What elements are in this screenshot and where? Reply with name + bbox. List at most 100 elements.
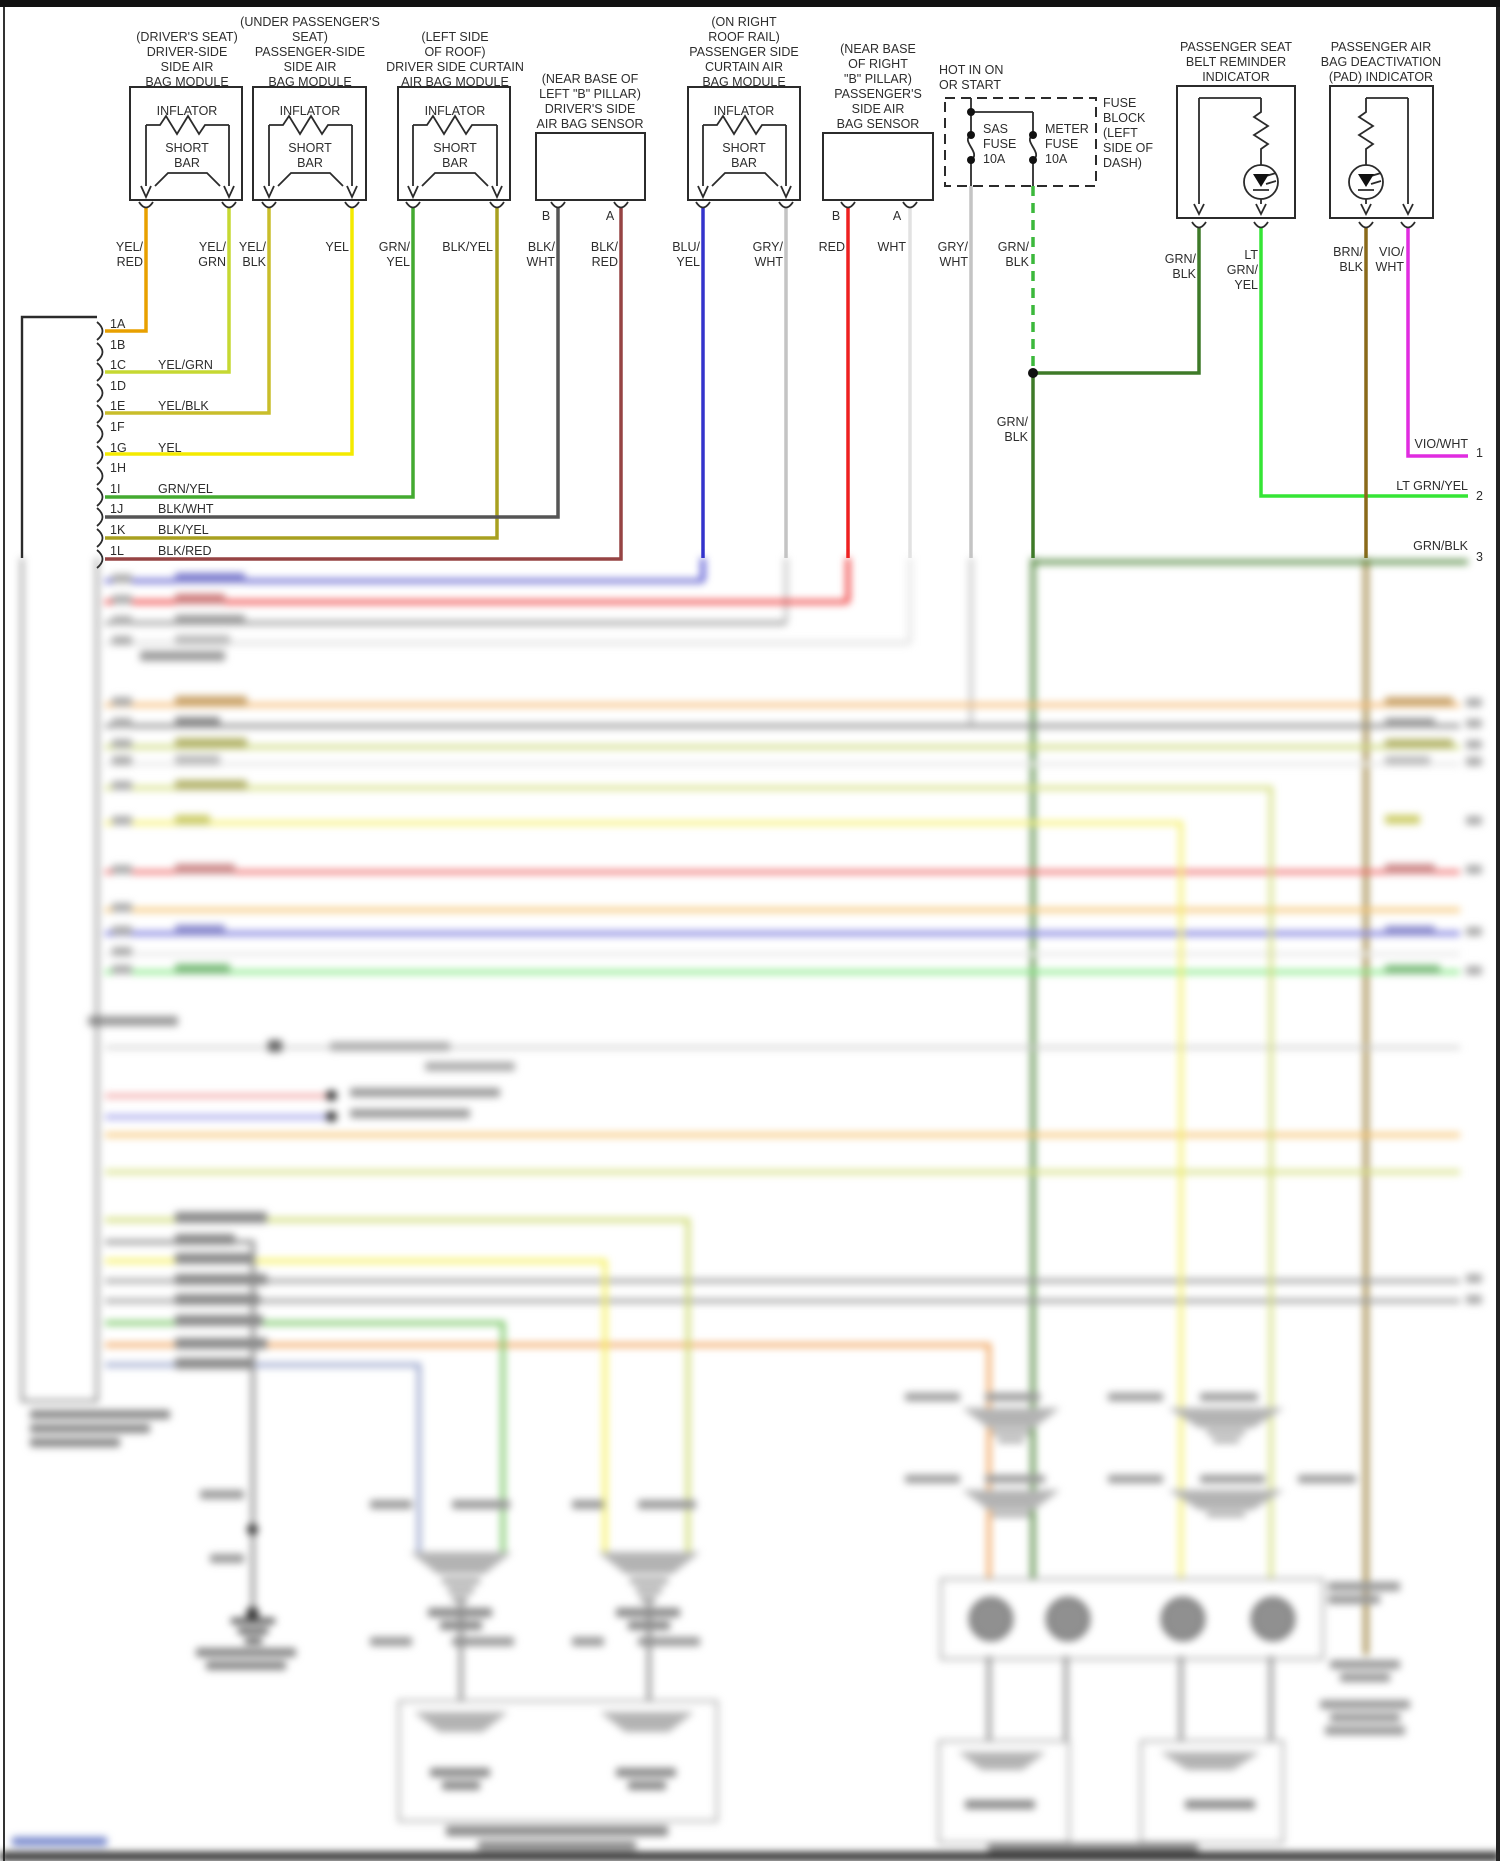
blurred-connector	[414, 1712, 508, 1732]
blurred-text	[1385, 697, 1453, 706]
blurred-connector	[636, 1587, 662, 1593]
pin-label-1i: 1I	[110, 482, 121, 496]
blurred-wire	[105, 931, 1460, 936]
component-boxes	[129, 85, 1434, 219]
blurred-text	[1340, 1673, 1390, 1682]
blurred-text	[175, 1212, 267, 1223]
short-bar-icon	[277, 172, 344, 187]
blurred-region	[0, 558, 1500, 1861]
blurred-circle	[1046, 1597, 1090, 1641]
fuse-dots	[967, 108, 1037, 164]
blurred-wire	[251, 1240, 255, 1612]
blurred-pin	[112, 595, 132, 604]
blurred-wire	[105, 762, 1460, 766]
title-line: AIR BAG SENSOR	[536, 117, 644, 131]
blurred-pin	[1466, 757, 1482, 766]
blurred-wire	[105, 1218, 688, 1222]
blurred-wire	[1269, 1656, 1273, 1740]
blurred-text	[350, 1088, 500, 1097]
pad-indicator-box	[1329, 85, 1434, 219]
blurred-text	[442, 1781, 480, 1790]
blurred-module-box	[398, 1700, 718, 1822]
sensor-title-passenger: (NEAR BASE OF RIGHT "B" PILLAR) PASSENGE…	[834, 42, 922, 132]
wire-blk-yel	[105, 208, 499, 540]
blurred-text	[985, 1475, 1045, 1483]
arrow-icon	[407, 185, 503, 200]
blurred-text	[988, 1843, 1198, 1852]
driver-side-airbag-module-box	[129, 86, 243, 201]
title-line: BAG MODULE	[702, 75, 786, 89]
blurred-pin	[1466, 966, 1482, 975]
wire-label-yel-blk: YEL/BLK	[238, 240, 266, 269]
title-line: BAG MODULE	[268, 75, 352, 89]
title-line: PASSENGER-SIDE	[254, 45, 366, 59]
wire-label-grn-blk-fuse: GRN/BLK	[997, 240, 1029, 269]
blurred-pin	[1466, 740, 1482, 749]
blurred-pin	[112, 697, 132, 706]
blurred-text	[330, 1042, 450, 1051]
blurred-text	[196, 1648, 296, 1657]
title-line: (LEFT SIDE	[421, 30, 489, 44]
blurred-text	[905, 1393, 960, 1401]
wire-label-gry-wht-fuse: GRY/WHT	[937, 240, 968, 269]
blurred-wire	[501, 1321, 505, 1552]
blurred-pin	[112, 816, 132, 825]
wire-label-red: RED	[818, 240, 845, 254]
wire-label-yel: YEL	[325, 240, 349, 254]
blurred-module-box	[1140, 1740, 1284, 1844]
short-bar-label: SHORT BAR	[722, 141, 766, 170]
blurred-text	[430, 1768, 490, 1777]
junction-dot	[1028, 368, 1038, 378]
title-line: INDICATOR	[1202, 70, 1270, 84]
frame-left	[3, 7, 5, 1861]
output-label-vio-wht: VIO/WHT	[1414, 437, 1468, 451]
blurred-text	[210, 1554, 244, 1563]
pin-label-1e: 1E	[110, 399, 126, 413]
blurred-wire	[105, 970, 1460, 974]
inflator-resistor-icon	[703, 114, 786, 136]
blurred-pin	[112, 739, 132, 748]
seat-belt-left-branch	[1193, 97, 1261, 217]
blurred-text	[175, 615, 245, 625]
short-bar-label: SHORT BAR	[288, 141, 332, 170]
module-title-passenger-curtain: (ON RIGHT ROOF RAIL) PASSENGER SIDE CURT…	[689, 15, 799, 90]
blurred-pin	[1466, 1295, 1482, 1304]
blurred-text	[175, 1234, 235, 1245]
blurred-wire	[105, 745, 1460, 749]
pin-label-1j: 1J	[110, 502, 124, 516]
inflator-resistor-icon	[413, 114, 497, 136]
blurred-text	[1200, 1475, 1265, 1483]
blurred-wire	[105, 703, 1460, 707]
title-line: PASSENGER SEAT	[1179, 40, 1293, 54]
module-title-driver-side: (DRIVER'S SEAT) DRIVER-SIDE SIDE AIR BAG…	[136, 30, 237, 90]
blurred-text	[1385, 756, 1430, 765]
blurred-text	[1385, 718, 1435, 727]
blurred-connector	[410, 1552, 512, 1574]
blurred-text	[478, 1841, 636, 1850]
blurred-wire	[603, 1259, 607, 1552]
wire-label-lt-grn-yel: LT GRN/YEL	[1226, 248, 1258, 292]
blurred-text	[175, 755, 220, 765]
blurred-text	[446, 1826, 668, 1836]
wire-lt-grn-yel	[1259, 228, 1468, 498]
blurred-connector-edge	[21, 558, 23, 1400]
blurred-connector	[448, 1587, 474, 1593]
blurred-text	[1298, 1475, 1356, 1483]
passenger-side-sensor-box	[822, 132, 934, 201]
blurred-text	[175, 738, 247, 748]
blurred-text	[370, 1500, 412, 1509]
blurred-text	[1385, 926, 1435, 935]
ground-icon	[238, 1628, 268, 1634]
blurred-text	[452, 1500, 510, 1509]
blurred-wire	[1031, 558, 1035, 1578]
title-line: BELT REMINDER	[1185, 55, 1287, 69]
blurred-connector	[992, 1512, 1030, 1517]
title-line: BAG SENSOR	[836, 117, 920, 131]
output-label-grn-blk: GRN/BLK	[1413, 539, 1468, 553]
led-base	[1253, 189, 1269, 217]
ground-icon	[231, 1618, 275, 1624]
blurred-text	[1330, 1660, 1400, 1669]
blurred-connector	[1207, 1430, 1245, 1435]
title-line: BAG DEACTIVATION	[1320, 55, 1442, 69]
blurred-pin	[112, 865, 132, 874]
